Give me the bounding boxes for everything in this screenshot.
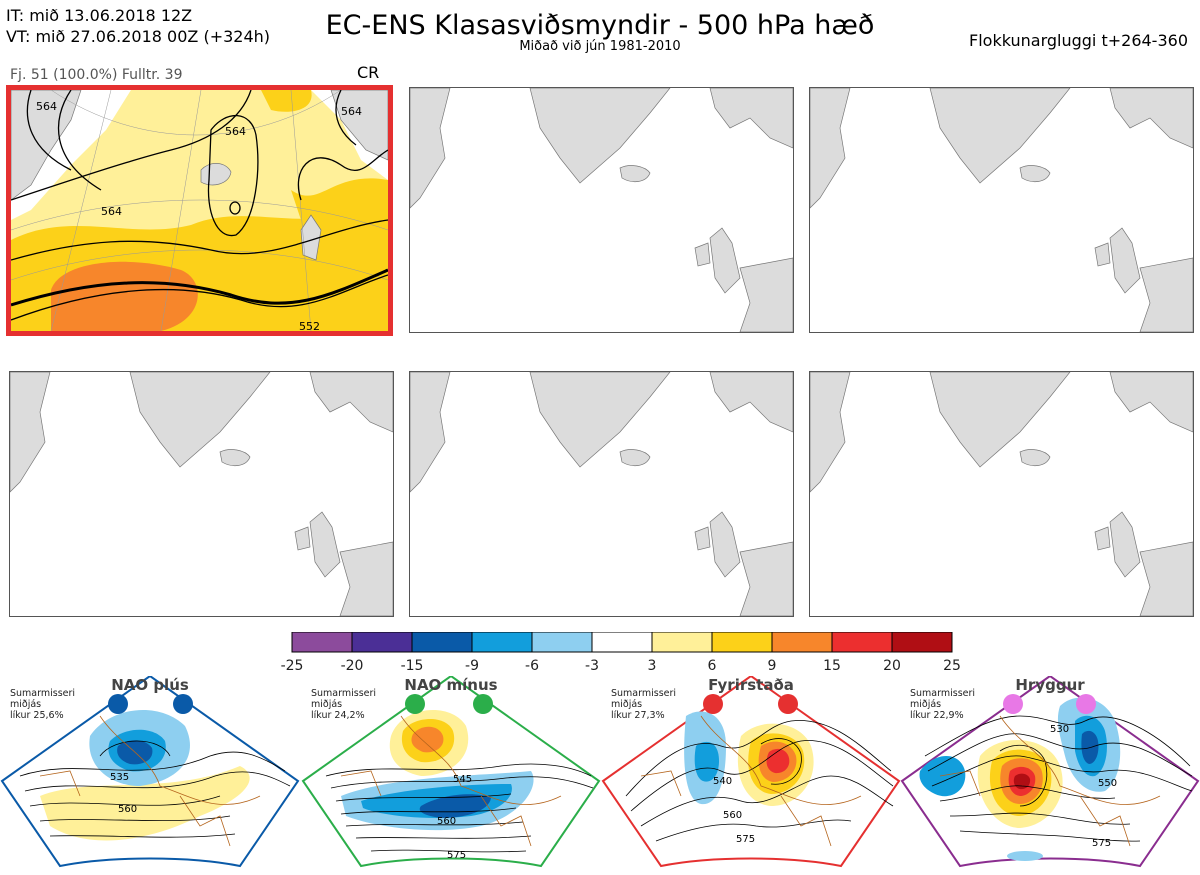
regime-contour-label: 530 (1050, 724, 1069, 735)
colorbar-segment (531, 631, 593, 653)
colorbar-tick-label: -20 (341, 658, 364, 674)
regime-marker-dot (108, 694, 128, 714)
colorbar-tick-label: -6 (525, 658, 539, 674)
empty-map-panel[interactable] (409, 371, 794, 617)
contour-label: 564 (101, 205, 122, 218)
colorbar-tick-label: -9 (465, 658, 479, 674)
colorbar-tick-label: 15 (823, 658, 841, 674)
regime-info: Sumarmisseri miðjás líkur 25,6% (10, 688, 76, 721)
regime-panel-ridge[interactable]: 530 550 575 Hryggur Sumarmisseri miðjás … (900, 674, 1200, 871)
contour-label: 564 (225, 125, 246, 138)
colorbar-segment (651, 631, 713, 653)
regime-marker-dot (473, 694, 493, 714)
empty-map (10, 372, 393, 616)
colorbar-tick-label: 25 (943, 658, 960, 674)
contour-label: 564 (341, 105, 362, 118)
regime-name: NAO plús (111, 676, 189, 694)
colorbar-tick-label: 20 (883, 658, 901, 674)
empty-map (810, 372, 1193, 616)
regime-name: Fyrirstaða (708, 676, 794, 694)
page-title: EC-ENS Klasasviðsmyndir - 500 hPa hæð (325, 10, 875, 41)
colorbar-tick-label: -3 (585, 658, 599, 674)
regime-contour-label: 575 (1092, 838, 1111, 849)
initial-time: IT: mið 13.06.2018 12Z (6, 6, 193, 25)
empty-map (410, 88, 793, 332)
regime-contour-label: 550 (1098, 778, 1117, 789)
page-subtitle: Miðað við jún 1981-2010 (519, 39, 681, 54)
anomaly-colorbar: -25 -20 -15 -9 -6 -3 3 6 9 15 20 25 (280, 631, 961, 678)
colorbar-segment (711, 631, 773, 653)
regime-contour-label: 545 (453, 774, 472, 785)
colorbar-tick-label: 3 (648, 658, 657, 674)
classification-window: Flokkunargluggi t+264-360 (969, 31, 1188, 50)
regime-marker-dot (1076, 694, 1096, 714)
regime-contour-label: 540 (713, 776, 732, 787)
contour-label: 552 (299, 320, 320, 331)
regime-panel-nao-plus[interactable]: 535 560 NAO plús Sumarmisseri miðjás lík… (0, 674, 300, 871)
regime-name: NAO mínus (404, 676, 498, 694)
empty-map-panel[interactable] (809, 371, 1194, 617)
regime-contour-label: 560 (723, 810, 742, 821)
empty-map (410, 372, 793, 616)
empty-map-panel[interactable] (809, 87, 1194, 333)
cluster-map-panel[interactable]: 564 564 564 564 552 (6, 85, 393, 336)
colorbar-tick-label: -15 (401, 658, 424, 674)
colorbar-segment (351, 631, 413, 653)
regime-panel-nao-minus[interactable]: 545 560 575 NAO mínus Sumarmisseri miðjá… (301, 674, 601, 871)
colorbar-segment (891, 631, 953, 653)
cluster-info: Fj. 51 (100.0%) Fulltr. 39 (10, 67, 183, 83)
regime-contour-label: 535 (110, 772, 129, 783)
regime-marker-dot (778, 694, 798, 714)
regime-marker-dot (173, 694, 193, 714)
regime-panel-blocking[interactable]: 540 560 575 Fyrirstaða Sumarmisseri miðj… (601, 674, 901, 871)
regime-info: Sumarmisseri miðjás líkur 27,3% (611, 688, 677, 721)
regime-marker-dot (703, 694, 723, 714)
colorbar-tick-label: 6 (708, 658, 717, 674)
valid-time: VT: mið 27.06.2018 00Z (+324h) (6, 27, 271, 46)
regime-name: Hryggur (1015, 676, 1085, 694)
colorbar-segment (591, 631, 653, 653)
colorbar-segment (771, 631, 833, 653)
colorbar-segment (471, 631, 533, 653)
regime-contour-label: 560 (437, 816, 456, 827)
cluster-code: CR (357, 63, 380, 82)
colorbar-segment (411, 631, 473, 653)
cluster-map: 564 564 564 564 552 (11, 90, 388, 331)
regime-info: Sumarmisseri miðjás líkur 24,2% (311, 688, 377, 721)
colorbar-tick-label: 9 (768, 658, 777, 674)
colorbar-segment (831, 631, 893, 653)
regime-contour-label: 560 (118, 804, 137, 815)
regime-marker-dot (405, 694, 425, 714)
regime-contour-label: 575 (736, 834, 755, 845)
empty-map-panel[interactable] (409, 87, 794, 333)
header-times: IT: mið 13.06.2018 12Z VT: mið 27.06.201… (6, 5, 270, 47)
regime-marker-dot (1003, 694, 1023, 714)
empty-map (810, 88, 1193, 332)
empty-map-panel[interactable] (9, 371, 394, 617)
contour-label: 564 (36, 100, 57, 113)
regime-info: Sumarmisseri miðjás líkur 22,9% (910, 688, 976, 721)
regime-contour-label: 575 (447, 850, 466, 861)
colorbar-tick-label: -25 (281, 658, 304, 674)
colorbar-segment (291, 631, 353, 653)
